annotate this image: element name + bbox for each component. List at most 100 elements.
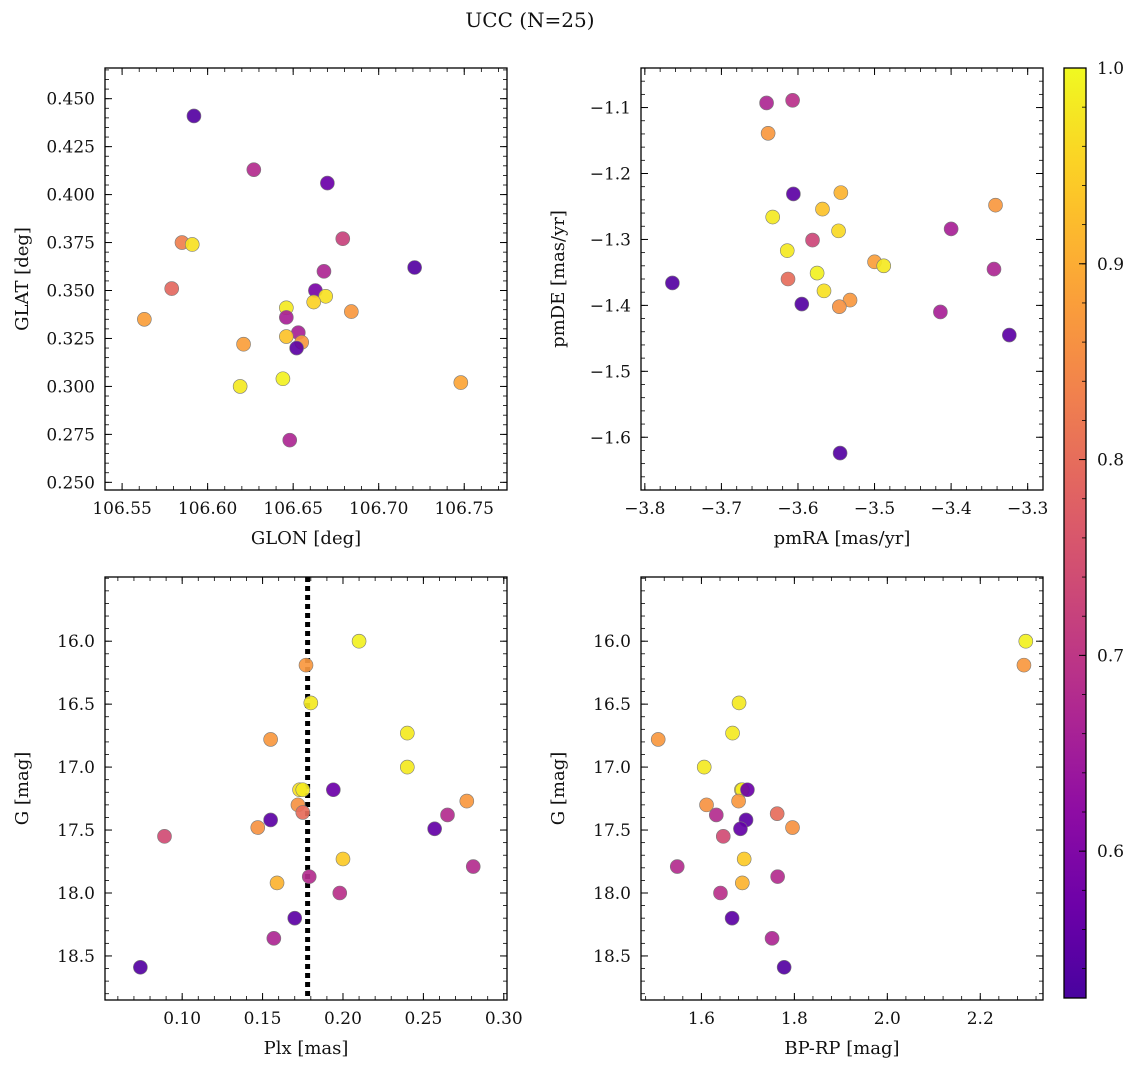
scatter-point — [832, 445, 848, 461]
y-tick-label: 0.350 — [46, 282, 95, 302]
scatter-point — [760, 125, 776, 141]
scatter-point — [263, 732, 278, 747]
x-tick-label: 2.0 — [874, 1009, 901, 1029]
y-tick-label: 17.5 — [57, 821, 95, 841]
scatter-point — [943, 221, 959, 237]
axes-frame — [104, 67, 508, 491]
y-tick-label: 17.0 — [57, 758, 95, 778]
y-tick-label: −1.6 — [590, 428, 631, 448]
y-axis-label: G [mag] — [548, 752, 569, 825]
panel-2: −3.8 −3.7 −3.6 −3.5 −3.4 −3.3 −1.6 −1.5 −1.4 −1.3… — [548, 67, 1048, 549]
x-axis-label: BP-RP [mag] — [784, 1038, 899, 1059]
scatter-point — [988, 197, 1003, 213]
y-tick-label: −1.1 — [590, 99, 631, 119]
y-tick-label: 16.5 — [57, 695, 95, 715]
scatter-point — [933, 304, 948, 320]
colorbar-tick-label: 0.9 — [1097, 255, 1124, 275]
figure-title: UCC (N=25) — [465, 8, 594, 32]
scatter-point — [816, 283, 832, 299]
y-tick-label: 18.0 — [57, 884, 95, 904]
colorbar-gradient — [1063, 67, 1087, 999]
x-tick-label: 106.60 — [178, 499, 237, 519]
colorbar-tick-label: 0.6 — [1097, 842, 1124, 862]
scatter-point — [764, 931, 780, 946]
x-tick-label: 0.25 — [404, 1009, 442, 1029]
scatter-point — [696, 759, 712, 775]
scatter-point — [786, 186, 801, 202]
scatter-point — [263, 812, 278, 828]
scatter-point — [740, 782, 755, 798]
y-tick-label: 17.5 — [593, 821, 631, 841]
x-axis-label: Plx [mas] — [264, 1038, 349, 1059]
y-tick-label: 0.325 — [46, 329, 95, 349]
x-tick-label: −3.5 — [854, 499, 895, 519]
x-tick-label: 106.65 — [263, 499, 322, 519]
scatter-point — [407, 260, 422, 275]
scatter-point — [713, 885, 728, 901]
scatter-point — [708, 807, 724, 823]
scatter-point — [351, 633, 367, 649]
scatter-point — [275, 371, 291, 387]
scatter-point — [665, 275, 680, 291]
scatter-point — [301, 869, 317, 884]
x-axis-label: GLON [deg] — [251, 528, 361, 549]
scatter-point — [279, 329, 294, 344]
scatter-point — [427, 821, 442, 837]
y-tick-label: 0.450 — [46, 90, 95, 110]
scatter-point — [289, 340, 304, 356]
y-tick-label: 16.0 — [593, 632, 631, 652]
scatter-point — [400, 759, 415, 775]
colorbar-tick-label: 0.7 — [1097, 646, 1124, 666]
scatter-point — [1018, 633, 1034, 649]
scatter-point — [831, 223, 846, 239]
x-tick-label: 106.55 — [92, 499, 151, 519]
y-tick-label: 17.0 — [593, 758, 631, 778]
scatter-point — [266, 931, 282, 946]
x-tick-label: 0.20 — [324, 1009, 362, 1029]
y-tick-label: 0.400 — [46, 186, 95, 206]
panel-1: 106.55 106.60 106.65 106.70 106.75 0.250 0.275… — [12, 67, 508, 549]
axes-frame — [640, 67, 1044, 491]
x-tick-label: −3.3 — [1007, 499, 1048, 519]
scatter-point — [809, 265, 825, 281]
scatter-point — [440, 807, 455, 823]
scatter-point — [986, 261, 1002, 277]
y-tick-label: 0.375 — [46, 234, 95, 254]
y-tick-label: 16.0 — [57, 632, 95, 652]
x-tick-label: −3.8 — [624, 499, 665, 519]
y-tick-label: −1.2 — [590, 165, 631, 185]
scatter-point — [326, 782, 341, 798]
scatter-point — [246, 162, 262, 177]
scatter-point — [236, 336, 251, 352]
scatter-point — [731, 695, 747, 711]
scatter-point — [298, 657, 314, 673]
x-tick-label: 2.2 — [967, 1009, 994, 1029]
scatter-point — [785, 820, 800, 835]
scatter-point — [650, 732, 666, 747]
y-tick-label: 0.425 — [46, 138, 95, 158]
scatter-point — [303, 695, 319, 711]
x-tick-label: 106.70 — [349, 499, 408, 519]
scatter-point — [833, 185, 849, 200]
y-tick-label: −1.3 — [590, 230, 631, 250]
scatter-point — [320, 175, 335, 191]
scatter-point — [805, 232, 820, 248]
y-tick-label: 16.5 — [593, 695, 631, 715]
scatter-point — [287, 910, 303, 926]
x-tick-label: −3.6 — [777, 499, 818, 519]
scatter-point — [776, 959, 792, 975]
y-tick-label: 0.275 — [46, 425, 95, 445]
scatter-point — [335, 231, 351, 247]
scatter-point — [453, 375, 469, 390]
panel-3: 0.10 0.15 0.20 0.25 0.30 16.0 16.5 17.0 17.5 18.0… — [12, 576, 523, 1059]
colorbar-tick-label: 0.8 — [1097, 451, 1124, 471]
scatter-point — [295, 805, 311, 820]
x-tick-label: 1.8 — [781, 1009, 808, 1029]
x-tick-label: 0.10 — [163, 1009, 201, 1029]
y-tick-label: −1.5 — [590, 362, 631, 382]
x-tick-label: 0.30 — [485, 1009, 523, 1029]
scatter-point — [759, 95, 774, 111]
y-tick-label: 0.300 — [46, 377, 95, 397]
scatter-point — [164, 281, 180, 296]
